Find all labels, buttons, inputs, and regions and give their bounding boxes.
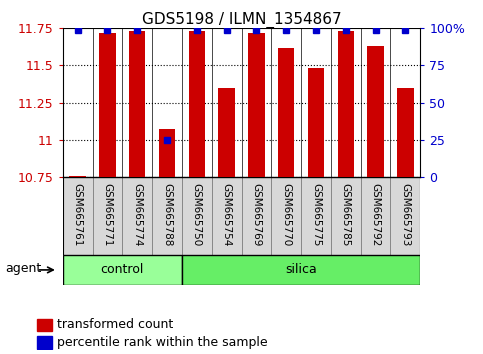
Bar: [218, 88, 235, 177]
Bar: [129, 31, 145, 177]
Bar: [37, 336, 53, 349]
Text: GSM665771: GSM665771: [102, 183, 113, 247]
Text: GSM665788: GSM665788: [162, 183, 172, 247]
FancyBboxPatch shape: [212, 177, 242, 255]
Bar: [159, 130, 175, 177]
FancyBboxPatch shape: [242, 177, 271, 255]
Text: GSM665785: GSM665785: [341, 183, 351, 247]
Bar: [248, 33, 265, 177]
Text: transformed count: transformed count: [57, 319, 173, 331]
Bar: [278, 48, 294, 177]
FancyBboxPatch shape: [331, 177, 361, 255]
FancyBboxPatch shape: [152, 177, 182, 255]
Text: percentile rank within the sample: percentile rank within the sample: [57, 336, 268, 349]
FancyBboxPatch shape: [182, 177, 212, 255]
Text: agent: agent: [5, 262, 41, 275]
FancyBboxPatch shape: [182, 255, 420, 285]
Text: control: control: [100, 263, 144, 276]
Text: GSM665793: GSM665793: [400, 183, 411, 247]
Bar: [99, 33, 115, 177]
Title: GDS5198 / ILMN_1354867: GDS5198 / ILMN_1354867: [142, 12, 341, 28]
FancyBboxPatch shape: [271, 177, 301, 255]
Text: GSM665774: GSM665774: [132, 183, 142, 247]
FancyBboxPatch shape: [93, 177, 122, 255]
Bar: [37, 319, 53, 331]
Text: GSM665754: GSM665754: [222, 183, 232, 247]
FancyBboxPatch shape: [63, 177, 93, 255]
Text: GSM665761: GSM665761: [72, 183, 83, 247]
Text: GSM665770: GSM665770: [281, 183, 291, 246]
Text: GSM665775: GSM665775: [311, 183, 321, 247]
Bar: [397, 88, 413, 177]
Text: GSM665769: GSM665769: [251, 183, 261, 247]
Bar: [70, 176, 86, 177]
Bar: [189, 31, 205, 177]
FancyBboxPatch shape: [63, 255, 182, 285]
Bar: [368, 46, 384, 177]
Bar: [308, 68, 324, 177]
FancyBboxPatch shape: [390, 177, 420, 255]
FancyBboxPatch shape: [361, 177, 390, 255]
Text: GSM665792: GSM665792: [370, 183, 381, 247]
Text: GSM665750: GSM665750: [192, 183, 202, 246]
Bar: [338, 31, 354, 177]
FancyBboxPatch shape: [122, 177, 152, 255]
Text: silica: silica: [285, 263, 317, 276]
FancyBboxPatch shape: [301, 177, 331, 255]
